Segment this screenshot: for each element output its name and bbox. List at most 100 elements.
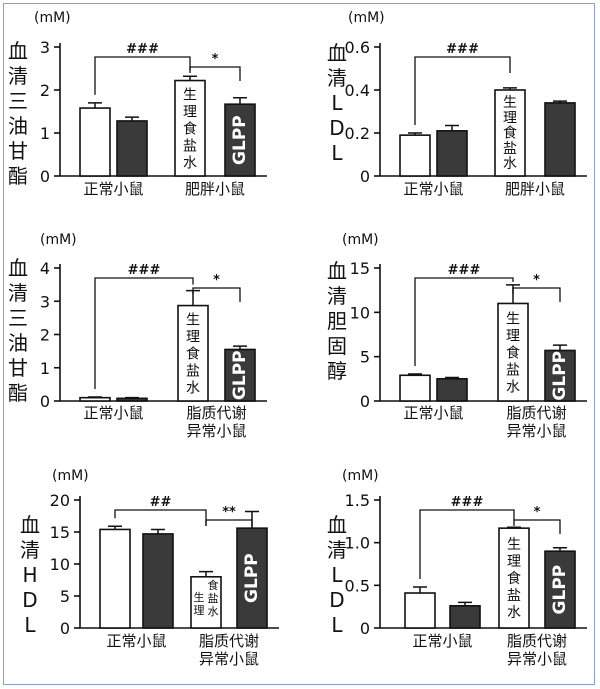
error-bar — [445, 124, 459, 131]
error-bar — [108, 525, 122, 530]
bar — [224, 103, 256, 177]
bar — [399, 374, 431, 402]
significance-bracket — [94, 277, 194, 390]
significance-bracket — [189, 66, 241, 81]
error-bar — [233, 96, 247, 105]
error-bar — [199, 570, 213, 577]
bar — [236, 527, 268, 629]
chart-panel-3: (mM) 血清三油甘酯 0 1 2 3 4 生理食盐水 GLPP ### * 正常小鼠 脂质代谢异常小鼠 — [8, 232, 267, 440]
chart-panel-2: (mM)血清 L D L 0 0.2 0.4 0.6 生理食盐水 ### 正常小鼠 肥胖小鼠 — [327, 10, 587, 198]
y-tick-label: 0.2 — [345, 124, 370, 143]
error-bar — [553, 344, 567, 351]
chart-panel-4: (mM) 血清胆固醇 0 5 10 15 生理食盐水 GLPP ### * 正常小鼠 脂质代谢异常小鼠 — [327, 232, 587, 440]
y-tick-label: 0 — [360, 392, 370, 411]
unit-label: (mM) — [348, 10, 385, 26]
bar-label-saline: 生理食盐水 — [506, 311, 520, 395]
significance-bracket — [419, 509, 515, 580]
group-label: 肥胖小鼠 — [185, 180, 245, 198]
significance-bracket — [94, 56, 191, 95]
bar-label-glpp: GLPP — [230, 115, 250, 165]
bar-label-saline: 生理食盐水 — [507, 537, 521, 621]
bar-label-glpp: GLPP — [230, 350, 250, 400]
group-label: 脂质代谢异常小鼠 — [507, 632, 567, 668]
group-label: 脂质代谢异常小鼠 — [186, 404, 246, 440]
y-axis-label: 血清 L D L — [327, 41, 347, 165]
group-label: 正常小鼠 — [83, 180, 143, 198]
bar-label-glpp: GLPP — [550, 565, 570, 615]
error-bar — [233, 345, 247, 350]
bar — [116, 397, 148, 402]
bar-label-glpp: GLPP — [550, 351, 570, 401]
y-axis-label: 血清胆固醇 — [327, 259, 347, 383]
significance-marker: * — [213, 273, 220, 288]
y-tick-label: 3 — [40, 38, 50, 57]
error-bar — [413, 586, 427, 594]
error-bar — [88, 102, 102, 109]
y-tick-label: 5 — [60, 587, 70, 606]
y-tick-label: 0 — [40, 167, 50, 186]
error-bar — [553, 100, 567, 103]
significance-marker: ### — [446, 42, 479, 57]
y-tick-label: 10 — [50, 555, 70, 574]
bar — [399, 134, 431, 177]
error-bar — [408, 373, 422, 376]
unit-label: (mM) — [342, 232, 379, 248]
y-tick-label: 2 — [40, 326, 50, 345]
significance-marker: ### — [451, 495, 484, 510]
error-bar — [125, 396, 139, 399]
chart-panel-1: (mM) 血清三油甘酯 0 1 2 3 生理食盐水 GLPP ### * 正常小鼠 肥胖小鼠 — [8, 10, 267, 198]
bar — [190, 575, 222, 629]
chart-panel-5: (mM) 血清 H D L 0 5 10 15 20 生理食盐水 GLPP ## ** 正常小鼠 脂质代谢异常… — [20, 468, 279, 668]
bar — [436, 130, 468, 177]
group-label: 正常小鼠 — [412, 632, 472, 650]
bar-label-saline: 生理食盐水 — [194, 578, 219, 618]
y-tick-label: 0 — [40, 392, 50, 411]
y-tick-label: 0 — [360, 167, 370, 186]
bar — [142, 533, 174, 629]
y-tick-label: 20 — [50, 491, 70, 510]
bar — [497, 302, 529, 402]
y-axis-label: 血清三油甘酯 — [8, 256, 28, 405]
group-label: 脂质代谢异常小鼠 — [199, 632, 259, 668]
y-tick-label: 1.5 — [345, 491, 370, 510]
y-tick-label: 3 — [40, 292, 50, 311]
bar — [449, 605, 481, 629]
bar-label-saline: 生理食盐水 — [503, 95, 517, 172]
significance-marker: * — [212, 52, 219, 67]
bar — [404, 592, 436, 629]
bar-label-glpp: GLPP — [242, 553, 262, 603]
unit-label: (mM) — [52, 468, 89, 484]
y-tick-label: 1.0 — [345, 534, 370, 553]
error-bar — [125, 116, 139, 121]
group-label: 正常小鼠 — [106, 632, 166, 650]
significance-marker: ### — [126, 42, 159, 57]
y-tick-label: 0 — [360, 619, 370, 638]
y-tick-label: 15 — [350, 259, 370, 278]
unit-label: (mM) — [40, 232, 77, 248]
y-tick-label: 2 — [40, 81, 50, 100]
bar — [498, 527, 530, 629]
chart-panel-6: (mM) 血清 L D L 0 0.5 1.0 1.5 生理食盐水 GLPP ### * 正常小鼠 脂质代谢… — [327, 468, 587, 668]
significance-bracket — [414, 56, 511, 125]
bar — [99, 528, 131, 629]
bar — [436, 378, 468, 402]
error-bar — [503, 87, 517, 90]
y-tick-label: 4 — [40, 259, 50, 278]
significance-bracket — [192, 287, 241, 302]
group-label: 正常小鼠 — [83, 404, 143, 422]
y-tick-label: 0.5 — [345, 576, 370, 595]
error-bar — [507, 526, 521, 529]
significance-bracket — [114, 509, 207, 526]
significance-bracket — [513, 519, 561, 534]
significance-bracket — [512, 287, 561, 302]
group-label: 正常小鼠 — [403, 180, 463, 198]
error-bar — [88, 396, 102, 398]
y-tick-label: 0 — [60, 619, 70, 638]
group-label: 脂质代谢异常小鼠 — [506, 404, 566, 440]
bar — [177, 304, 209, 402]
bar-label-saline: 生理食盐水 — [186, 312, 200, 396]
error-bar — [553, 547, 567, 552]
significance-bracket — [205, 519, 253, 526]
significance-bracket — [414, 277, 514, 366]
bar — [174, 79, 206, 177]
